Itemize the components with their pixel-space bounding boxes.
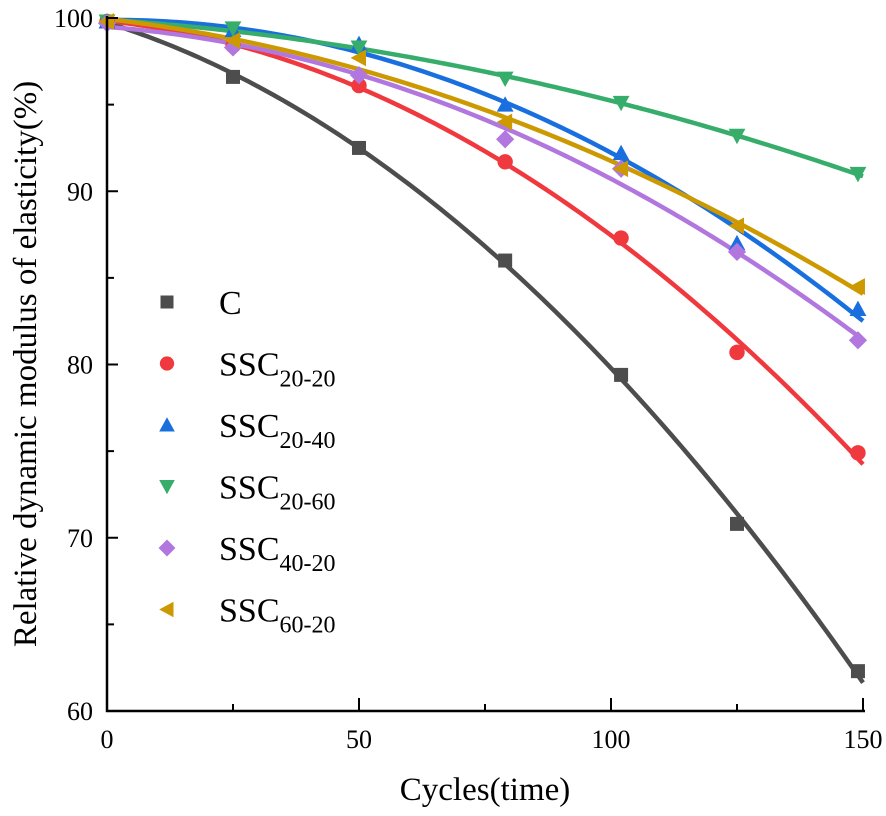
y-tick-label: 90 bbox=[67, 177, 93, 206]
data-point-ssc60-20 bbox=[350, 49, 366, 67]
y-tick-label: 70 bbox=[67, 524, 93, 553]
legend-label-ssc60-20: SSC60-20 bbox=[219, 593, 336, 639]
data-point-ssc20-40 bbox=[612, 144, 630, 161]
data-point-c bbox=[498, 253, 513, 268]
legend-marker-ssc20-60 bbox=[159, 480, 175, 495]
data-point-ssc20-40 bbox=[728, 234, 746, 251]
data-point-ssc20-60 bbox=[728, 128, 746, 145]
legend-marker-ssc40-20 bbox=[158, 539, 176, 557]
legend-label-c: C bbox=[219, 285, 242, 322]
legend-marker-ssc20-20 bbox=[159, 356, 175, 371]
data-point-ssc40-20 bbox=[848, 331, 868, 350]
data-point-ssc60-20 bbox=[728, 217, 744, 235]
y-axis-title: Relative dynamic modulus of elasticity(%… bbox=[8, 81, 44, 647]
y-tick-label: 60 bbox=[67, 697, 93, 726]
data-point-ssc20-20 bbox=[497, 154, 513, 170]
data-point-ssc20-60 bbox=[224, 21, 242, 37]
data-point-c bbox=[730, 516, 744, 531]
data-point-ssc20-20 bbox=[729, 344, 745, 361]
legend-label-ssc20-20: SSC20-20 bbox=[219, 347, 336, 393]
data-point-ssc20-60 bbox=[849, 166, 867, 183]
x-axis-title: Cycles(time) bbox=[400, 772, 570, 808]
legend-label-ssc40-20: SSC40-20 bbox=[219, 531, 336, 577]
data-point-ssc60-20 bbox=[849, 278, 865, 295]
data-markers bbox=[97, 13, 868, 679]
tick-labels: 0 50 100 150 60 70 80 90 100 bbox=[54, 4, 883, 754]
legend-marker-ssc60-20 bbox=[159, 601, 174, 618]
x-tick-label: 0 bbox=[101, 725, 114, 754]
data-point-ssc20-40 bbox=[496, 96, 514, 112]
y-tick-label: 100 bbox=[54, 4, 93, 33]
x-tick-label: 100 bbox=[592, 725, 631, 754]
legend-marker-c bbox=[160, 295, 174, 309]
legend-label-ssc20-60: SSC20-60 bbox=[219, 470, 336, 516]
legend-label-ssc20-40: SSC20-40 bbox=[219, 408, 336, 454]
ticks bbox=[106, 17, 864, 712]
legend-marker-ssc20-40 bbox=[159, 417, 175, 432]
fit-line-ssc20-20 bbox=[106, 18, 865, 466]
data-point-ssc40-20 bbox=[349, 66, 369, 85]
data-point-ssc20-60 bbox=[496, 71, 514, 88]
data-point-ssc20-60 bbox=[350, 40, 368, 56]
data-point-ssc20-20 bbox=[850, 445, 866, 461]
data-point-c bbox=[614, 367, 629, 382]
x-tick-label: 50 bbox=[346, 725, 372, 754]
data-point-ssc20-20 bbox=[613, 230, 629, 246]
legend: C SSC20-20 SSC20-40 SSC20-60 SSC40-20 SSC60-2… bbox=[158, 285, 336, 639]
data-point-ssc60-20 bbox=[612, 160, 629, 178]
data-point-c bbox=[226, 69, 240, 84]
data-point-ssc60-20 bbox=[496, 113, 513, 131]
y-tick-label: 80 bbox=[67, 351, 93, 380]
fit-line-ssc60-20 bbox=[106, 16, 865, 296]
data-point-ssc40-20 bbox=[727, 242, 747, 261]
data-point-c bbox=[850, 664, 865, 679]
data-point-ssc20-60 bbox=[612, 95, 630, 112]
data-point-ssc40-20 bbox=[496, 130, 515, 149]
data-point-c bbox=[352, 140, 366, 155]
data-point-ssc20-40 bbox=[849, 300, 867, 317]
data-point-ssc20-20 bbox=[351, 77, 367, 94]
x-tick-label: 150 bbox=[844, 725, 883, 754]
data-point-ssc60-20 bbox=[224, 32, 240, 49]
